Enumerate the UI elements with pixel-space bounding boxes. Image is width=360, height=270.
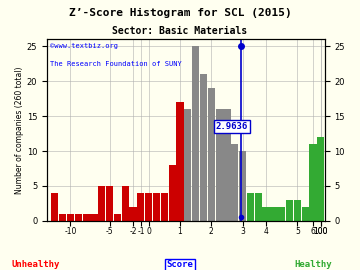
Text: Sector: Basic Materials: Sector: Basic Materials — [112, 26, 248, 36]
Bar — [82, 214, 90, 221]
Bar — [176, 102, 184, 221]
Bar — [67, 214, 74, 221]
Text: ©www.textbiz.org: ©www.textbiz.org — [50, 43, 118, 49]
Bar — [278, 207, 285, 221]
Bar — [310, 144, 317, 221]
Bar — [223, 109, 230, 221]
Bar — [145, 193, 152, 221]
Bar — [106, 186, 113, 221]
Bar — [137, 193, 144, 221]
Bar — [184, 109, 192, 221]
Text: The Research Foundation of SUNY: The Research Foundation of SUNY — [50, 61, 181, 67]
Bar — [255, 193, 262, 221]
Bar — [317, 137, 324, 221]
Text: Unhealthy: Unhealthy — [12, 260, 60, 269]
Bar — [59, 214, 66, 221]
Bar — [161, 193, 168, 221]
Bar — [302, 207, 309, 221]
Bar — [270, 207, 278, 221]
Bar — [192, 46, 199, 221]
Bar — [239, 151, 246, 221]
Text: 2.9636: 2.9636 — [216, 122, 248, 131]
Bar — [286, 200, 293, 221]
Bar — [75, 214, 82, 221]
Bar — [98, 186, 105, 221]
Bar — [262, 207, 270, 221]
Bar — [200, 74, 207, 221]
Bar — [122, 186, 129, 221]
Bar — [247, 193, 254, 221]
Y-axis label: Number of companies (260 total): Number of companies (260 total) — [15, 66, 24, 194]
Bar — [130, 207, 137, 221]
Bar — [216, 109, 223, 221]
Bar — [294, 200, 301, 221]
Bar — [51, 193, 58, 221]
Text: Z’-Score Histogram for SCL (2015): Z’-Score Histogram for SCL (2015) — [69, 8, 291, 18]
Bar — [90, 214, 98, 221]
Bar — [114, 214, 121, 221]
Text: Score: Score — [167, 260, 193, 269]
Bar — [153, 193, 160, 221]
Bar — [231, 144, 238, 221]
Bar — [168, 165, 176, 221]
Bar — [208, 88, 215, 221]
Text: Healthy: Healthy — [294, 260, 332, 269]
